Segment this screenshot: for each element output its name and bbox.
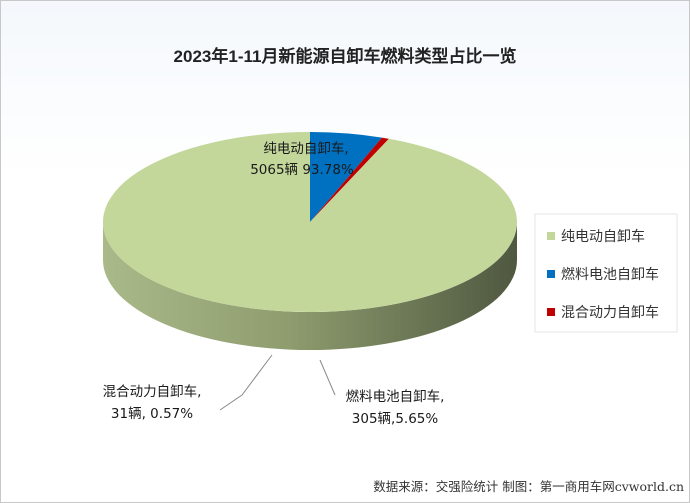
data-label-hybrid-value: 31辆, 0.57% [111, 406, 193, 422]
pie-side-bev [103, 222, 517, 350]
leader-line-fuel-cell [319, 359, 336, 396]
pie-slice-bev [102, 132, 517, 312]
chart-title: 2023年1-11月新能源自卸车燃料类型占比一览 [174, 46, 517, 66]
source-note: 数据来源：交强险统计 制图：第一商用车网cvworld.cn [373, 479, 684, 494]
pie-slice-fuel-cell [310, 132, 382, 222]
legend-box [534, 213, 678, 333]
pie-sides [103, 222, 517, 350]
legend-label-fuel-cell: 燃料电池自卸车 [561, 266, 659, 283]
pie-tops [102, 132, 517, 312]
pie-slice-hybrid [310, 137, 389, 222]
data-label-fuel-cell-name: 燃料电池自卸车, [346, 388, 445, 405]
data-label-bev-name: 纯电动自卸车, [263, 140, 348, 157]
legend-swatch-bev [547, 232, 555, 240]
data-label-hybrid-name: 混合动力自卸车, [103, 383, 202, 400]
legend-swatch-hybrid [547, 308, 555, 316]
legend-swatch-fuel-cell [547, 270, 555, 278]
legend-label-bev: 纯电动自卸车 [561, 228, 645, 245]
data-label-bev-value: 5065辆 93.78% [250, 162, 354, 178]
data-label-fuel-cell-value: 305辆,5.65% [352, 411, 439, 427]
leader-line-hybrid [219, 354, 273, 411]
legend-label-hybrid: 混合动力自卸车 [561, 304, 659, 321]
